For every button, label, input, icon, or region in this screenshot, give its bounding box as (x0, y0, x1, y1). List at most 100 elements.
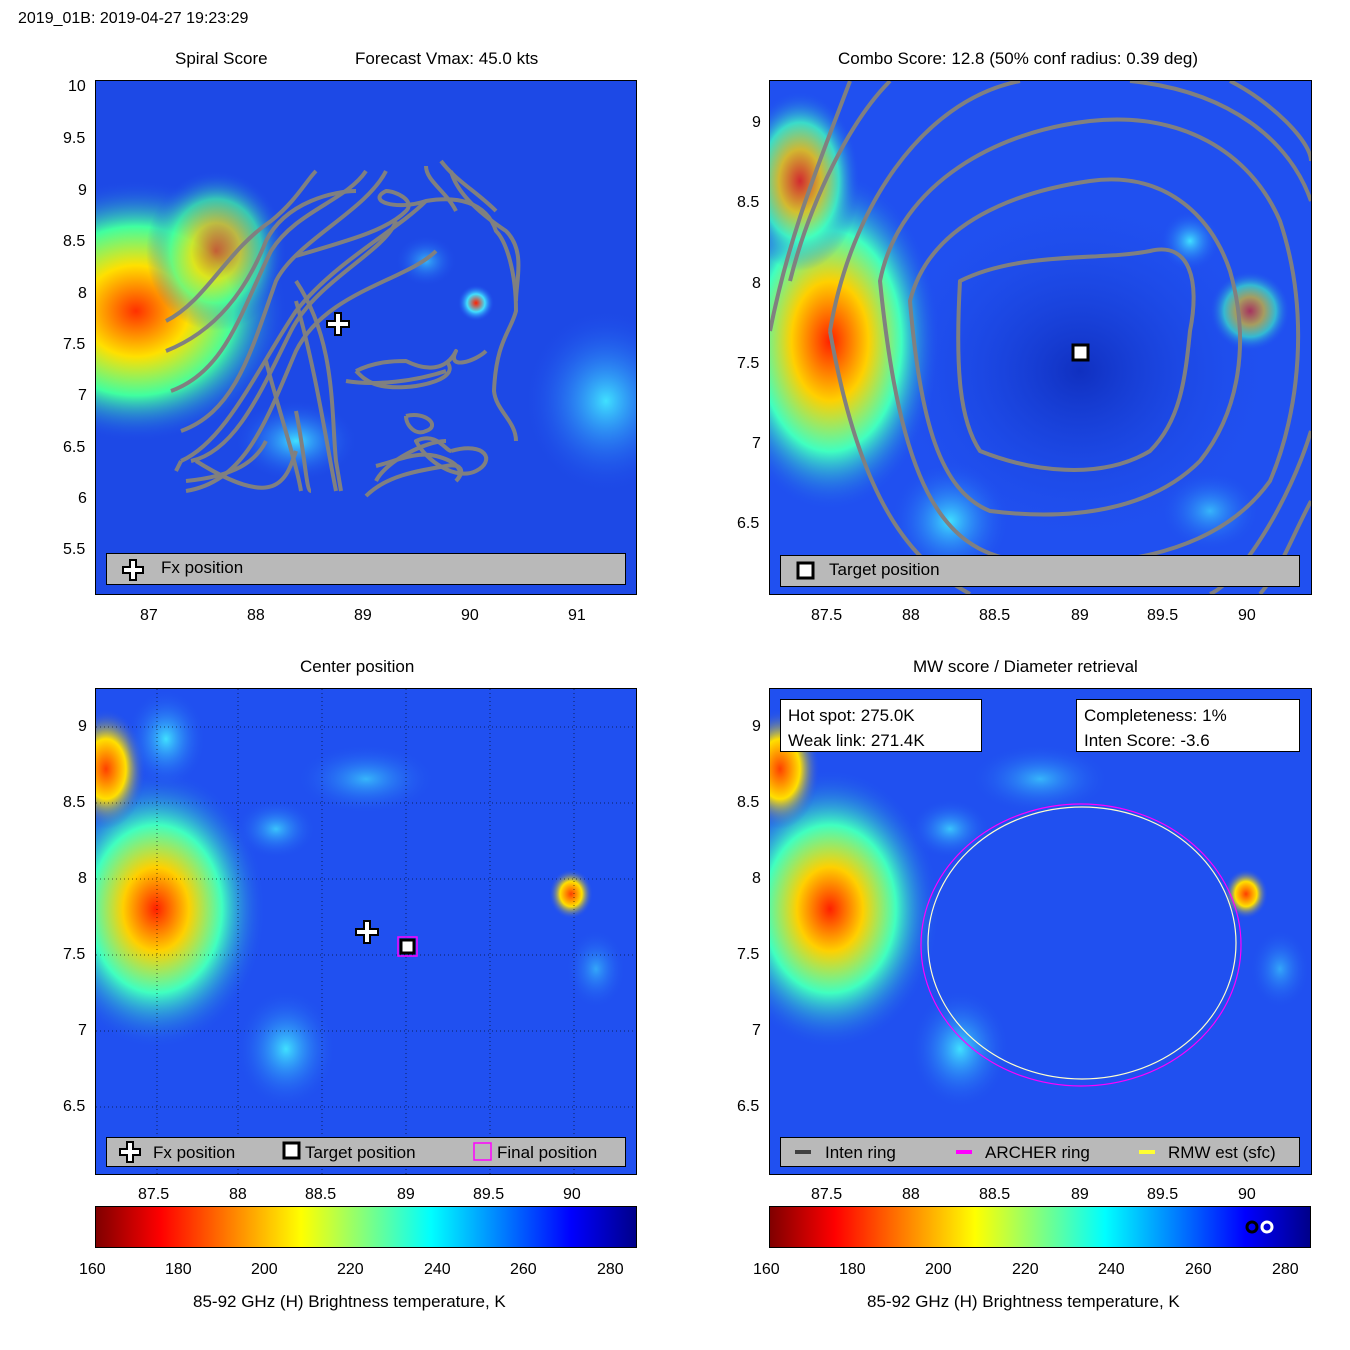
center-fx-marker (355, 920, 379, 944)
spiral-ytick: 6.5 (63, 439, 86, 456)
colorbar-left-label: 85-92 GHz (H) Brightness temperature, K (193, 1292, 506, 1311)
mw-xtick: 88.5 (979, 1186, 1011, 1203)
combo-xtick: 88 (902, 607, 920, 624)
combo-xtick: 90 (1238, 607, 1256, 624)
target-square-icon (796, 561, 815, 580)
mw-ytick: 8 (752, 870, 761, 887)
cbar-left-tick: 200 (251, 1261, 278, 1278)
cbar-left-tick: 280 (597, 1261, 624, 1278)
mw-heatmap (770, 689, 1311, 1174)
cbar-right-tick: 180 (839, 1261, 866, 1278)
archer-ring-swatch (956, 1150, 972, 1154)
center-plot-area: Fx position Target position Final positi… (95, 688, 637, 1175)
mw-ytick: 7.5 (737, 946, 760, 963)
spiral-xtick: 87 (140, 607, 158, 624)
spiral-ytick: 9 (78, 182, 87, 199)
center-xtick: 88 (229, 1186, 247, 1203)
mw-xtick: 90 (1238, 1186, 1256, 1203)
cbar-left-tick: 240 (424, 1261, 451, 1278)
legend-target-label: Target position (829, 560, 940, 579)
legend-fx-label: Fx position (153, 1143, 236, 1162)
cbar-right-tick: 240 (1098, 1261, 1125, 1278)
legend-archer-label: ARCHER ring (985, 1143, 1090, 1162)
inten-score-value: Inten Score: -3.6 (1084, 731, 1210, 750)
combo-ytick: 7.5 (737, 355, 760, 372)
final-square-icon (473, 1142, 492, 1161)
combo-xtick: 88.5 (979, 607, 1011, 624)
spiral-ytick: 10 (68, 78, 86, 95)
combo-ytick: 6.5 (737, 515, 760, 532)
combo-ytick: 8.5 (737, 194, 760, 211)
rmw-ring (927, 806, 1237, 1080)
hot-spot-box: Hot spot: 275.0K Weak link: 271.4K (780, 699, 982, 752)
spiral-ytick: 6 (78, 490, 87, 507)
center-ytick: 6.5 (63, 1098, 86, 1115)
archer-ring (920, 803, 1242, 1087)
spiral-xtick: 88 (247, 607, 265, 624)
cbar-right-tick: 280 (1272, 1261, 1299, 1278)
cbar-right-tick: 160 (753, 1261, 780, 1278)
center-title: Center position (300, 657, 415, 676)
spiral-ytick: 5.5 (63, 541, 86, 558)
center-ytick: 8 (78, 870, 87, 887)
spiral-ytick: 9.5 (63, 130, 86, 147)
weak-link-value: Weak link: 271.4K (788, 731, 925, 750)
legend-final-label: Final position (497, 1143, 598, 1162)
combo-ytick: 8 (752, 275, 761, 292)
colorbar-left (95, 1206, 637, 1248)
center-xtick: 89.5 (473, 1186, 505, 1203)
center-xtick: 90 (563, 1186, 581, 1203)
legend-target-label: Target position (305, 1143, 416, 1162)
mw-ytick: 7 (752, 1022, 761, 1039)
colorbar-right-label: 85-92 GHz (H) Brightness temperature, K (867, 1292, 1180, 1311)
center-ytick: 9 (78, 718, 87, 735)
combo-xtick: 89.5 (1147, 607, 1179, 624)
spiral-xtick: 91 (568, 607, 586, 624)
combo-title: Combo Score: 12.8 (50% conf radius: 0.39… (838, 49, 1199, 68)
mw-xtick: 89 (1071, 1186, 1089, 1203)
figure-suptitle: 2019_01B: 2019-04-27 19:23:29 (18, 10, 249, 27)
spiral-ytick: 8 (78, 285, 87, 302)
center-legend: Fx position Target position Final positi… (106, 1137, 626, 1167)
completeness-box: Completeness: 1% Inten Score: -3.6 (1076, 699, 1300, 752)
mw-legend: Inten ring ARCHER ring RMW est (sfc) (780, 1137, 1300, 1167)
mw-xtick: 88 (902, 1186, 920, 1203)
mw-plot-area: Hot spot: 275.0K Weak link: 271.4K Compl… (769, 688, 1312, 1175)
completeness-value: Completeness: 1% (1084, 706, 1227, 725)
forecast-vmax-title: Forecast Vmax: 45.0 kts (355, 49, 539, 68)
fx-position-marker (326, 312, 350, 336)
center-ytick: 8.5 (63, 794, 86, 811)
cbar-right-tick: 200 (925, 1261, 952, 1278)
cbar-left-tick: 160 (79, 1261, 106, 1278)
hot-spot-weak-link-markers (1245, 1220, 1274, 1234)
combo-xtick: 87.5 (811, 607, 843, 624)
spiral-ytick: 8.5 (63, 233, 86, 250)
mw-ytick: 6.5 (737, 1098, 760, 1115)
spiral-ytick: 7.5 (63, 336, 86, 353)
combo-ytick: 9 (752, 114, 761, 131)
spiral-xtick: 89 (354, 607, 372, 624)
cbar-left-tick: 260 (510, 1261, 537, 1278)
spiral-ytick: 7 (78, 387, 87, 404)
hot-spot-value: Hot spot: 275.0K (788, 706, 915, 725)
center-xtick: 89 (397, 1186, 415, 1203)
legend-rmw-label: RMW est (sfc) (1168, 1143, 1276, 1162)
cbar-right-tick: 260 (1185, 1261, 1212, 1278)
center-ytick: 7 (78, 1022, 87, 1039)
colorbar-right (769, 1206, 1311, 1248)
mw-xtick: 89.5 (1147, 1186, 1179, 1203)
spiral-xtick: 90 (461, 607, 479, 624)
combo-target-marker (1071, 343, 1090, 362)
center-ytick: 7.5 (63, 946, 86, 963)
spiral-plot-area: Fx position (95, 80, 637, 595)
combo-ytick: 7 (752, 435, 761, 452)
combo-plot-area: Target position (769, 80, 1312, 595)
target-square-icon (282, 1141, 301, 1160)
mw-xtick: 87.5 (811, 1186, 843, 1203)
center-target-marker (397, 936, 418, 957)
center-xtick: 87.5 (138, 1186, 170, 1203)
cbar-left-tick: 180 (165, 1261, 192, 1278)
combo-xtick: 89 (1071, 607, 1089, 624)
mw-ytick: 8.5 (737, 794, 760, 811)
fx-plus-icon (122, 559, 144, 581)
